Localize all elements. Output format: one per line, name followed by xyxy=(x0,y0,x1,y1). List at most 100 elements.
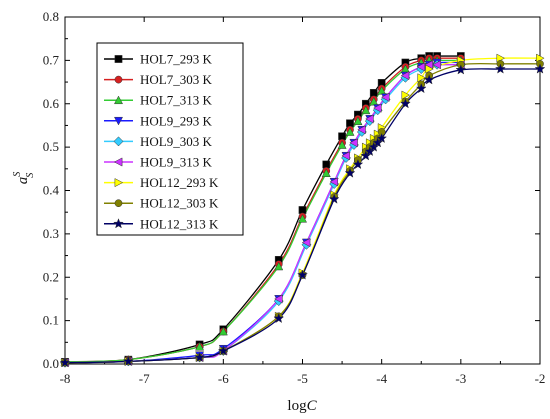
data-point-hol12-313-k xyxy=(194,351,206,363)
x-tick-label: -8 xyxy=(60,371,71,386)
y-tick-label: 0.0 xyxy=(43,356,59,371)
data-point-hol12-313-k xyxy=(368,141,380,152)
data-point-hol7-313-k xyxy=(345,127,355,136)
data-point-hol9-313-k xyxy=(432,60,441,70)
legend-marker xyxy=(114,55,123,63)
data-point-hol12-293-k xyxy=(401,90,411,100)
data-point-hol7-313-k xyxy=(195,342,205,351)
legend-marker xyxy=(114,178,124,188)
y-tick-label: 0.8 xyxy=(43,9,59,24)
data-point-hol9-313-k xyxy=(341,151,350,161)
x-tick-label: -2 xyxy=(535,371,546,386)
x-tick-label: -6 xyxy=(218,371,229,386)
x-axis: -8 -7 -6 -5 -4 -3 -2 xyxy=(60,17,546,386)
data-point-hol12-293-k xyxy=(425,64,434,74)
data-point-hol9-313-k xyxy=(400,71,410,81)
legend-label: HOL12_293 K xyxy=(140,175,219,190)
legend-item-hol9-303-k: HOL9_303 K xyxy=(104,134,212,149)
data-point-hol12-313-k xyxy=(273,312,285,324)
data-point-hol12-313-k xyxy=(415,82,427,94)
data-point-hol12-313-k xyxy=(494,63,506,74)
legend-label: HOL7_303 K xyxy=(140,72,212,87)
legend-marker xyxy=(114,199,123,208)
data-point-hol12-313-k xyxy=(328,193,340,204)
data-point-hol12-313-k xyxy=(59,356,71,368)
data-point-hol12-293-k xyxy=(417,73,426,83)
data-point-hol7-313-k xyxy=(353,116,363,125)
data-point-hol7-313-k xyxy=(361,105,371,115)
data-point-hol7-293-k xyxy=(369,89,378,97)
y-tick-label: 0.4 xyxy=(43,183,60,198)
data-point-hol12-313-k xyxy=(423,74,435,85)
data-point-hol12-313-k xyxy=(372,137,384,148)
data-point-hol9-313-k xyxy=(365,114,374,124)
data-point-hol12-313-k xyxy=(217,345,229,356)
data-point-hol12-313-k xyxy=(360,150,372,161)
data-point-hol9-313-k xyxy=(301,238,311,248)
y-axis-title-sup: S xyxy=(12,172,23,177)
data-point-hol7-313-k xyxy=(337,140,347,149)
y-tick-label: 0.2 xyxy=(43,269,59,284)
legend-label: HOL12_313 K xyxy=(140,216,219,231)
data-point-hol9-313-k xyxy=(349,138,358,148)
data-point-hol7-293-k xyxy=(298,206,307,214)
y-tick-label: 0.5 xyxy=(43,139,59,154)
legend-item-hol7-293-k: HOL7_293 K xyxy=(104,52,212,67)
legend-item-hol7-313-k: HOL7_313 K xyxy=(104,93,212,108)
legend-marker xyxy=(113,95,124,105)
data-point-hol12-313-k xyxy=(376,132,388,144)
data-point-hol9-313-k xyxy=(416,62,426,72)
y-tick-label: 0.7 xyxy=(43,52,60,67)
legend: HOL7_293 K HOL7_303 K HOL7_313 K HOL9_293 K… xyxy=(96,42,244,236)
svg-text:aSS: aS S xyxy=(12,172,36,185)
y-tick-label: 0.3 xyxy=(43,226,59,241)
data-point-hol9-313-k xyxy=(357,125,366,135)
data-point-hol7-313-k xyxy=(321,168,331,177)
data-point-hol12-313-k xyxy=(534,63,546,74)
legend-marker xyxy=(113,218,124,229)
x-tick-label: -5 xyxy=(297,371,308,386)
data-point-hol7-293-k xyxy=(346,119,354,128)
y-tick-label: 0.6 xyxy=(43,96,60,111)
legend-item-hol9-293-k: HOL9_293 K xyxy=(104,113,212,128)
legend-item-hol12-313-k: HOL12_313 K xyxy=(104,216,219,231)
legend-label: HOL9_303 K xyxy=(140,134,212,149)
data-point-hol12-313-k xyxy=(455,64,467,75)
y-axis-title-base: a xyxy=(15,177,31,185)
legend-label: HOL9_313 K xyxy=(140,155,212,170)
data-point-hol12-313-k xyxy=(122,355,134,367)
data-point-hol9-313-k xyxy=(274,294,283,304)
legend-item-hol12-303-k: HOL12_303 K xyxy=(104,196,219,211)
x-tick-label: -7 xyxy=(139,371,150,386)
legend-item-hol12-293-k: HOL12_293 K xyxy=(104,175,219,190)
series-markers xyxy=(59,52,546,368)
x-axis-title: logC xyxy=(287,398,317,414)
legend-item-hol9-313-k: HOL9_313 K xyxy=(104,155,212,170)
legend-label: HOL7_293 K xyxy=(140,52,212,67)
series-points-hol12-313-k xyxy=(59,63,546,368)
legend-label: HOL7_313 K xyxy=(140,93,212,108)
y-tick-label: 0.1 xyxy=(43,313,59,328)
legend-label: HOL9_293 K xyxy=(140,113,212,128)
legend-marker xyxy=(114,75,123,84)
data-point-hol12-313-k xyxy=(352,158,364,170)
data-point-hol12-313-k xyxy=(399,98,411,109)
y-axis-title: aS S xyxy=(12,172,36,185)
data-point-hol9-313-k xyxy=(373,103,382,113)
data-point-hol12-313-k xyxy=(297,269,308,280)
data-point-hol12-313-k xyxy=(364,145,376,157)
legend-item-hol7-303-k: HOL7_303 K xyxy=(104,72,212,87)
data-point-hol12-313-k xyxy=(344,167,356,178)
data-point-hol7-313-k xyxy=(274,261,284,271)
y-axis-title-sub: S xyxy=(25,173,36,178)
x-tick-label: -4 xyxy=(376,371,387,386)
data-point-hol7-293-k xyxy=(322,160,331,169)
data-point-hol9-313-k xyxy=(329,177,339,187)
data-point-hol7-313-k xyxy=(297,214,308,223)
data-point-hol7-313-k xyxy=(218,326,228,336)
y-axis: 0.0 0.1 0.2 0.3 0.4 0.5 0.6 0.7 0.8 xyxy=(43,9,540,371)
legend-marker xyxy=(113,116,124,126)
data-point-hol9-313-k xyxy=(380,92,390,102)
legend-marker xyxy=(113,157,123,167)
